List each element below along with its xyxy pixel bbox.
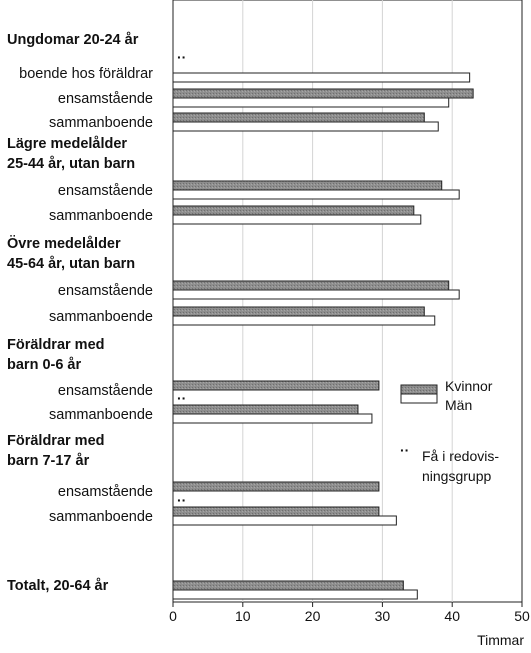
group-title: barn 0-6 år <box>7 357 81 373</box>
x-tick-label: 40 <box>444 608 460 624</box>
note-text: Få i redovis- <box>422 448 499 464</box>
x-tick-label: 10 <box>235 608 251 624</box>
few-marker: ·· <box>177 492 186 508</box>
note-text: ningsgrupp <box>422 468 491 484</box>
few-marker: ·· <box>177 390 186 406</box>
bars: ·· ·· ·· <box>172 49 474 600</box>
bar-man <box>172 97 450 108</box>
row-label: sammanboende <box>49 407 153 423</box>
bar-man <box>172 289 460 300</box>
row-label: ensamstående <box>58 283 153 299</box>
bar-kvinnor <box>172 88 474 99</box>
group-title: Totalt, 20-64 år <box>7 578 109 594</box>
bar-man <box>172 121 439 132</box>
group-title: barn 7-17 år <box>7 453 90 469</box>
bar-kvinnor <box>172 506 380 517</box>
bar-kvinnor <box>172 180 443 191</box>
row-label: sammanboende <box>49 509 153 525</box>
row-label: ensamstående <box>58 91 153 107</box>
x-axis-title: Timmar <box>477 632 524 648</box>
row-label: sammanboende <box>49 309 153 325</box>
row-label: ensamstående <box>58 183 153 199</box>
group-title: Föräldrar med <box>7 433 105 449</box>
bar-kvinnor <box>172 481 380 492</box>
x-tick-label: 0 <box>169 608 177 624</box>
row-label: sammanboende <box>49 115 153 131</box>
bar-kvinnor <box>172 306 425 317</box>
bar-kvinnor <box>172 112 425 123</box>
legend-label-man: Män <box>445 397 472 413</box>
legend-swatch-kvinnor <box>400 384 438 395</box>
bar-man <box>172 315 436 326</box>
row-label: boende hos föräldrar <box>19 66 153 82</box>
bar-man <box>172 189 460 200</box>
bar-kvinnor <box>172 404 359 415</box>
category-labels: Ungdomar 20-24 år boende hos föräldrar ens… <box>7 32 153 594</box>
bar-man <box>172 72 471 83</box>
group-title: Ungdomar 20-24 år <box>7 32 139 48</box>
few-marker: ·· <box>177 49 186 65</box>
bar-man <box>172 413 373 424</box>
plot-frame <box>172 0 523 603</box>
bar-kvinnor <box>172 280 450 291</box>
row-label: ensamstående <box>58 484 153 500</box>
group-title: Lägre medelålder <box>7 136 127 152</box>
row-label: sammanboende <box>49 208 153 224</box>
legend-swatch-man <box>400 393 438 404</box>
note-marker: ·· <box>400 442 409 458</box>
bar-kvinnor <box>172 580 404 591</box>
x-tick-label: 20 <box>305 608 321 624</box>
bar-kvinnor <box>172 205 415 216</box>
group-title: Övre medelålder <box>7 235 121 252</box>
x-axis: 0 10 20 30 40 50 Timmar <box>169 602 530 648</box>
group-title: 25-44 år, utan barn <box>7 156 135 172</box>
bar-man <box>172 214 422 225</box>
bar-man <box>172 589 418 600</box>
x-tick-label: 30 <box>375 608 391 624</box>
group-title: Föräldrar med <box>7 337 105 353</box>
group-title: 45-64 år, utan barn <box>7 256 135 272</box>
x-tick-label: 50 <box>514 608 530 624</box>
legend: Kvinnor Män ·· Få i redovis-ningsgrupp <box>400 378 499 484</box>
legend-label-kvinnor: Kvinnor <box>445 378 493 394</box>
bar-man <box>172 515 397 526</box>
bar-kvinnor <box>172 380 380 391</box>
row-label: ensamstående <box>58 383 153 399</box>
